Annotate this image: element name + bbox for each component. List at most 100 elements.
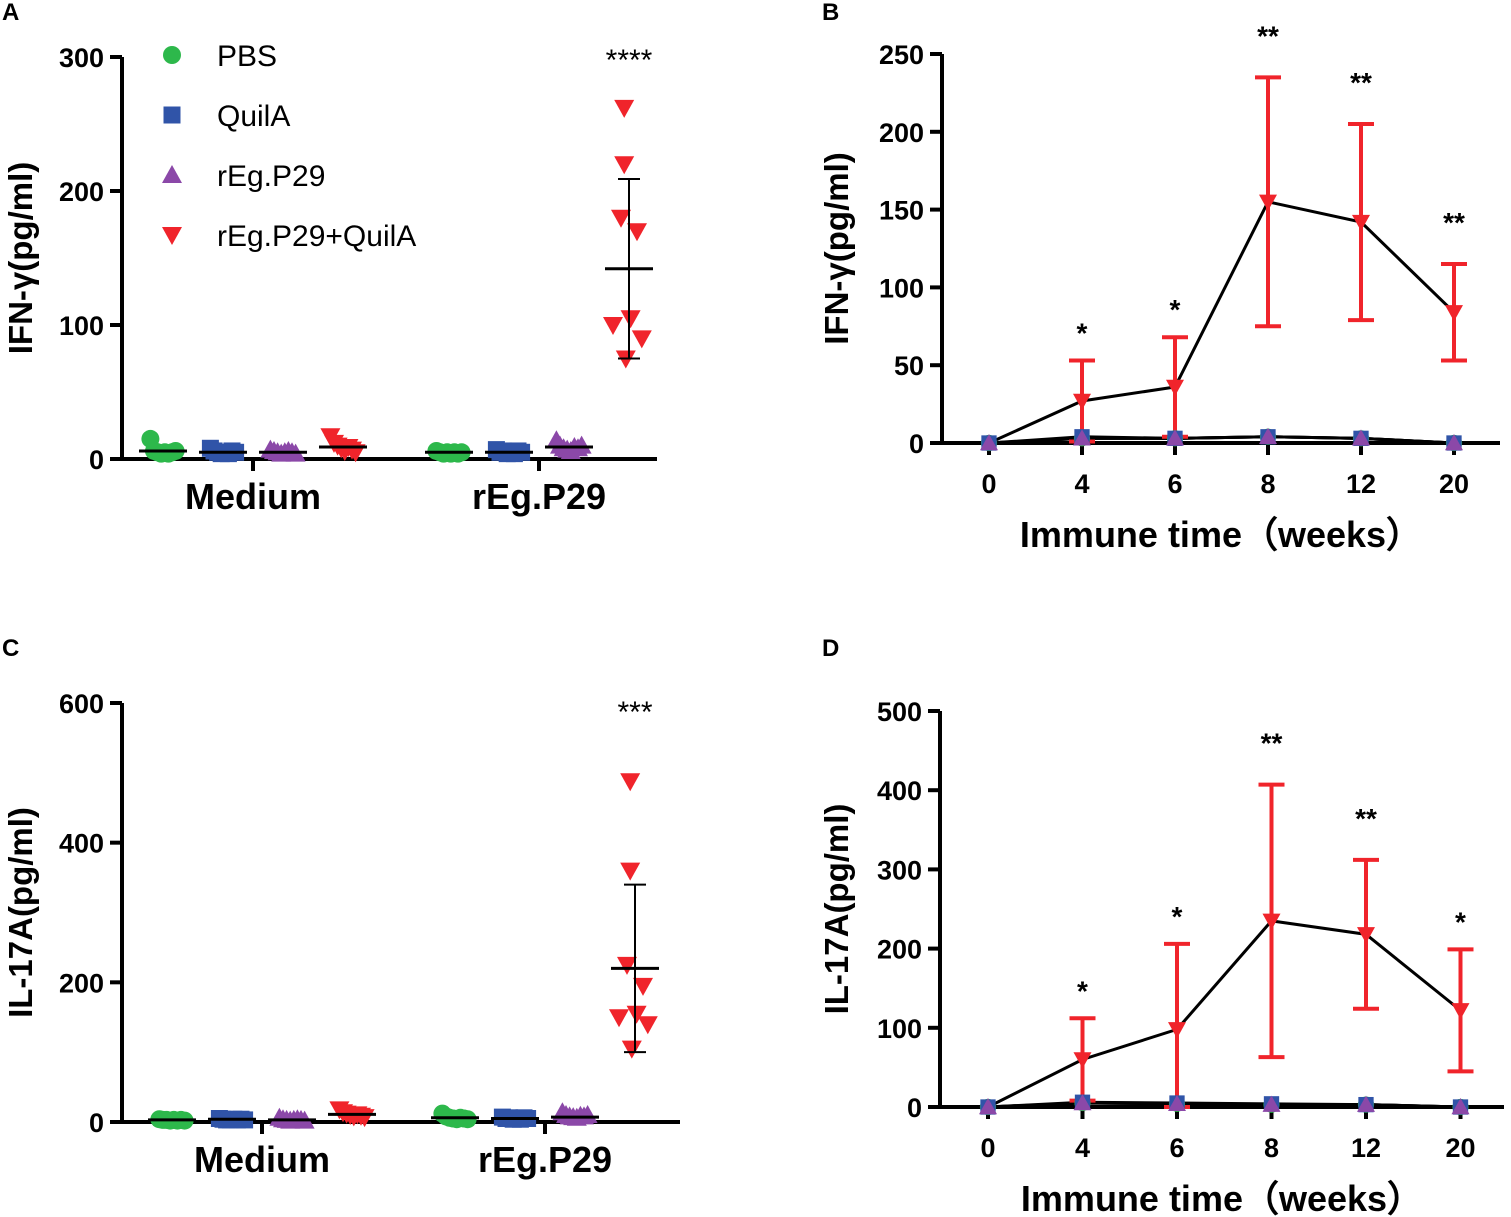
panel-a: A 0 100 200 300 IFN-γ(pg/ml) Medium rEg.P29 ***… xyxy=(2,0,657,517)
y-tick-label: 200 xyxy=(59,177,104,207)
data-point-reg-p29-quila xyxy=(1259,194,1277,211)
data-point-reg-p29-quila xyxy=(1073,393,1091,410)
legend-marker-pbs xyxy=(163,46,181,64)
panel-b: B 0 50 100 150 200 250 0 4 6 8 12 20 Immune time（wee… xyxy=(818,0,1500,555)
legend-label: rEg.P29 xyxy=(217,160,325,193)
series-line-reg-p29-quila xyxy=(988,200,1456,445)
data-point-reg-p29-quila xyxy=(1451,1003,1470,1020)
data-point-reg-p29-quila xyxy=(633,977,653,996)
x-tick-label: 4 xyxy=(1075,1133,1090,1163)
significance-label: *** xyxy=(617,696,652,729)
y-tick-label: 0 xyxy=(909,429,924,459)
legend-label: rEg.P29+QuilA xyxy=(217,220,416,253)
significance-label: ** xyxy=(1350,67,1372,98)
y-tick-label: 400 xyxy=(59,829,104,859)
significance-label: ** xyxy=(1261,728,1283,759)
data-point-reg-p29-quila xyxy=(637,1016,658,1035)
panel-c: C 0 200 400 600 IL-17A(pg/ml) Medium rEg.P29 **… xyxy=(2,635,680,1180)
y-tick-label: 300 xyxy=(877,855,922,885)
data-point-reg-p29 xyxy=(1445,434,1463,451)
x-tick-label: 12 xyxy=(1346,469,1376,499)
data-point-reg-p29 xyxy=(1166,429,1184,446)
data-point-reg-p29 xyxy=(1259,427,1277,444)
data-point-reg-p29-quila xyxy=(345,444,366,463)
x-tick-label: 0 xyxy=(981,469,996,499)
x-tick-label: 20 xyxy=(1439,469,1469,499)
panel-d: D 0 100 200 300 400 500 0 4 6 8 12 20 Immune time（we… xyxy=(818,635,1504,1217)
x-tick-label: 4 xyxy=(1074,469,1089,499)
y-axis-title: IFN-γ(pg/ml) xyxy=(818,152,855,344)
x-tick-label: 20 xyxy=(1445,1133,1475,1163)
data-point-reg-p29-quila xyxy=(1166,379,1184,396)
significance-label: ** xyxy=(1257,20,1279,51)
y-tick-label: 50 xyxy=(894,351,924,381)
data-point-reg-p29 xyxy=(571,435,592,454)
series-line-reg-p29 xyxy=(988,435,1455,445)
panel-letter-c: C xyxy=(2,635,19,662)
data-point-reg-p29-quila xyxy=(626,1005,647,1024)
data-point-reg-p29-quila xyxy=(621,1040,642,1059)
data-point-reg-p29-quila xyxy=(603,317,623,335)
y-axis-title: IL-17A(pg/ml) xyxy=(818,804,855,1015)
data-point-reg-p29-quila xyxy=(611,209,631,228)
y-tick-label: 100 xyxy=(879,273,924,303)
significance-label: * xyxy=(1455,906,1466,937)
y-tick-label: 300 xyxy=(59,43,104,73)
data-point-reg-p29-quila xyxy=(1352,214,1370,232)
x-tick-label: 6 xyxy=(1167,469,1182,499)
panel-letter-b: B xyxy=(822,0,839,26)
legend-marker-quila xyxy=(163,106,181,124)
significance-label: * xyxy=(1077,975,1088,1006)
x-tick-label-reg-p29: rEg.P29 xyxy=(478,1139,612,1180)
panel-letter-a: A xyxy=(2,0,19,26)
x-axis-title: Immune time（weeks） xyxy=(1020,514,1422,555)
x-tick-label: 8 xyxy=(1264,1133,1279,1163)
data-point-reg-p29 xyxy=(979,1098,997,1115)
significance-label: * xyxy=(1077,318,1088,349)
significance-label: * xyxy=(1172,901,1183,932)
y-tick-label: 600 xyxy=(59,689,104,719)
y-tick-label: 0 xyxy=(89,445,104,475)
significance-label: ** xyxy=(1443,207,1465,238)
panel-letter-d: D xyxy=(822,635,839,662)
data-point-reg-p29-quila xyxy=(1357,927,1375,944)
data-point-reg-p29 xyxy=(1073,1094,1092,1111)
data-point-reg-p29-quila xyxy=(617,956,637,975)
legend-marker-reg-p29-quila xyxy=(162,227,182,245)
y-tick-label: 100 xyxy=(59,311,104,341)
x-tick-label-reg-p29: rEg.P29 xyxy=(472,476,606,517)
y-tick-label: 100 xyxy=(877,1014,922,1044)
data-point-reg-p29 xyxy=(1073,429,1091,446)
data-point-reg-p29-quila xyxy=(620,310,641,329)
x-tick-label: 12 xyxy=(1351,1133,1381,1163)
x-tick-label-medium: Medium xyxy=(185,476,321,517)
data-point-reg-p29-quila xyxy=(1073,1052,1092,1069)
y-tick-label: 0 xyxy=(89,1108,104,1138)
legend-label: PBS xyxy=(217,40,277,73)
data-point-reg-p29-quila xyxy=(627,223,647,242)
y-tick-label: 500 xyxy=(877,697,922,727)
y-axis-title: IL-17A(pg/ml) xyxy=(2,807,39,1018)
x-tick-label: 8 xyxy=(1260,469,1275,499)
data-point-reg-p29-quila xyxy=(631,330,652,349)
y-tick-label: 150 xyxy=(879,196,924,226)
data-point-reg-p29 xyxy=(1451,1098,1470,1115)
data-point-reg-p29-quila xyxy=(614,99,635,118)
legend-label: QuilA xyxy=(217,100,290,133)
data-point-reg-p29 xyxy=(1168,1094,1186,1112)
significance-label: ** xyxy=(1355,803,1377,834)
y-tick-label: 0 xyxy=(907,1093,922,1123)
data-point-reg-p29 xyxy=(980,434,998,451)
y-tick-label: 200 xyxy=(879,118,924,148)
data-point-reg-p29-quila xyxy=(620,862,641,881)
y-tick-label: 250 xyxy=(879,40,924,70)
data-point-reg-p29-quila xyxy=(1262,913,1281,930)
x-tick-label: 6 xyxy=(1169,1133,1184,1163)
significance-label: * xyxy=(1170,294,1181,325)
x-tick-label-medium: Medium xyxy=(194,1139,330,1180)
y-tick-label: 400 xyxy=(877,776,922,806)
y-axis-title: IFN-γ(pg/ml) xyxy=(2,162,39,354)
x-tick-label: 0 xyxy=(980,1133,995,1163)
data-point-reg-p29-quila xyxy=(1445,305,1463,322)
